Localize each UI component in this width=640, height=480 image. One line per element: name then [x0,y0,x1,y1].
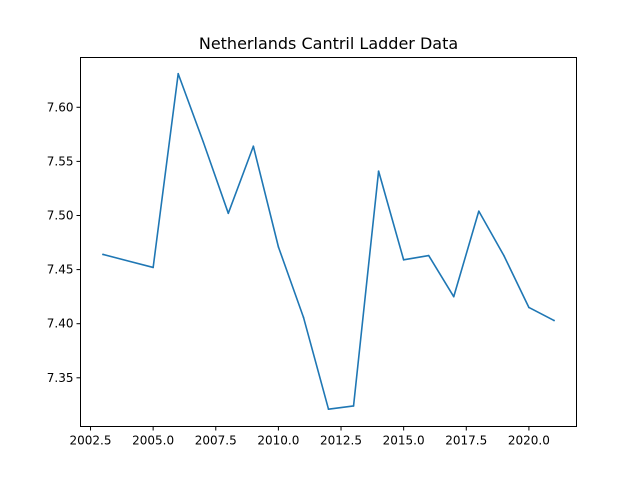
data-point [427,254,430,257]
data-point [452,295,455,298]
y-tick-label: 7.35 [47,371,74,385]
x-tick-label: 2002.5 [70,434,112,448]
x-tick-label: 2007.5 [195,434,237,448]
x-tick-label: 2010.0 [257,434,299,448]
data-point [503,254,505,257]
x-tick-label: 2005.0 [132,434,174,448]
data-point [352,405,355,407]
y-tick-label: 7.55 [47,154,74,168]
plot-area-frame [80,57,577,427]
data-point [327,408,330,410]
data-point [202,141,205,143]
data-point [152,266,154,269]
data-point [528,306,530,309]
y-tick-label: 7.60 [47,100,74,114]
data-point [478,210,480,212]
data-point [277,246,280,248]
data-point [402,259,405,261]
series-layer [102,72,556,410]
x-tick-label: 2020.0 [508,434,550,448]
x-tick-label: 2017.5 [445,434,487,448]
y-tick-label: 7.40 [47,317,74,331]
x-tick-label: 2012.5 [320,434,362,448]
data-point [177,72,179,75]
chart-title: Netherlands Cantril Ladder Data [199,34,458,53]
data-point [553,319,555,322]
data-point [377,170,380,172]
x-tick-label: 2015.0 [383,434,425,448]
data-point [302,316,305,319]
data-point [227,212,230,215]
series-line-0 [102,72,556,410]
x-axis: 2002.5 2005.0 2007.5 2010.0 2012.5 2015.0 2017… [70,426,550,448]
y-tick-label: 7.45 [47,263,74,277]
data-point [102,253,104,256]
y-axis: 7.35 7.40 7.45 7.50 7.55 7.60 [47,100,81,385]
y-tick-label: 7.50 [47,208,74,222]
data-point [252,145,255,148]
